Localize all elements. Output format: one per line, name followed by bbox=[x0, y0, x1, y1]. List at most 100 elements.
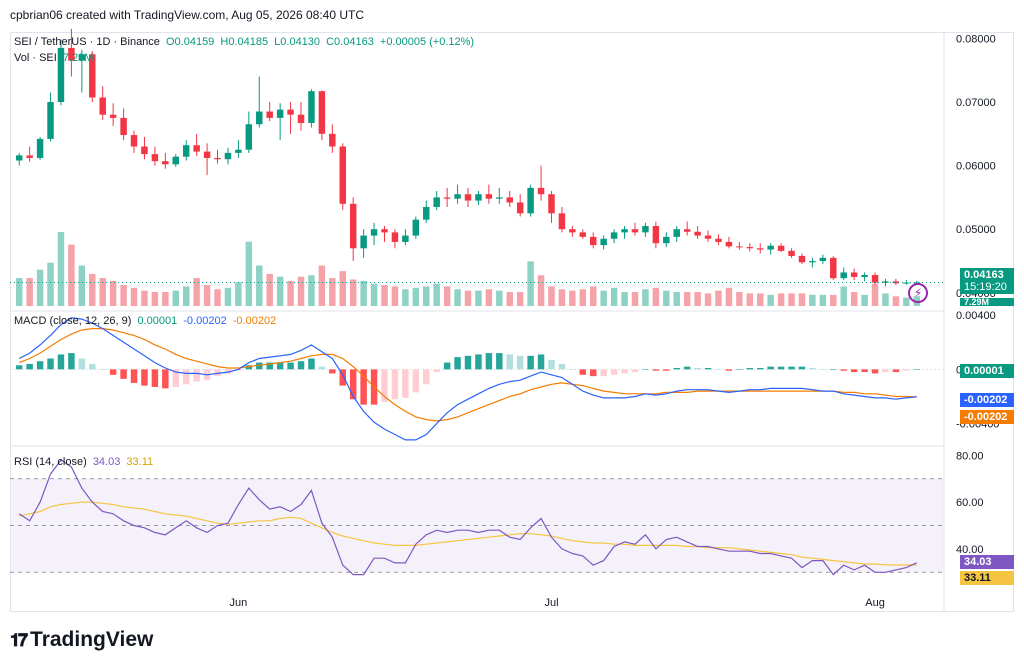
volume-bar bbox=[767, 294, 774, 306]
macd-histogram-bar bbox=[141, 369, 148, 386]
candle-body bbox=[464, 194, 472, 201]
volume-bar bbox=[423, 286, 430, 306]
volume-bar bbox=[861, 294, 868, 306]
time-tick-label: Jul bbox=[544, 597, 558, 609]
volume-label[interactable]: Vol · SEI bbox=[14, 52, 57, 64]
macd-histogram-bar bbox=[569, 369, 576, 370]
rsi-ma-tag: 33.11 bbox=[960, 571, 1014, 585]
candle-body bbox=[443, 197, 451, 199]
candle-body bbox=[892, 281, 900, 284]
candle-body bbox=[736, 246, 743, 248]
candle-body bbox=[704, 235, 712, 239]
volume-bar bbox=[391, 286, 399, 306]
volume-bar bbox=[339, 271, 346, 306]
price-tick-label: 0.08000 bbox=[956, 33, 996, 45]
candle-body bbox=[308, 91, 315, 123]
candle-body bbox=[485, 194, 493, 199]
volume-bar bbox=[673, 292, 680, 306]
volume-bar bbox=[830, 294, 837, 306]
candle-body bbox=[381, 229, 388, 233]
macd-histogram-bar bbox=[903, 369, 910, 371]
time-tick-label: Aug bbox=[865, 597, 885, 609]
macd-histogram-bar bbox=[130, 369, 138, 383]
macd-histogram-bar bbox=[725, 369, 733, 371]
rsi-tick-label: 80.00 bbox=[956, 450, 984, 462]
volume-bar bbox=[224, 287, 232, 306]
macd-histogram-bar bbox=[861, 369, 868, 373]
candle-body bbox=[569, 229, 576, 233]
candle-body bbox=[47, 101, 54, 139]
macd-histogram-bar bbox=[777, 366, 785, 370]
macd-histogram-bar bbox=[360, 369, 367, 405]
rsi-label[interactable]: RSI (14, close) bbox=[14, 456, 87, 468]
volume-bar bbox=[162, 292, 169, 306]
volume-bar bbox=[402, 289, 409, 306]
macd-line-value: -0.00202 bbox=[183, 315, 227, 327]
candle-body bbox=[172, 156, 180, 165]
symbol-label[interactable]: SEI / TetherUS · 1D · Binance bbox=[14, 36, 160, 48]
macd-histogram-bar bbox=[683, 366, 691, 370]
volume-bar bbox=[172, 290, 180, 306]
candle-body bbox=[610, 232, 618, 239]
candle-body bbox=[370, 229, 378, 236]
macd-histogram-bar bbox=[224, 369, 232, 374]
price-tick-label: 0.07000 bbox=[956, 97, 996, 109]
candle-body bbox=[871, 275, 879, 283]
candle-body bbox=[590, 236, 597, 246]
volume-bar bbox=[704, 293, 712, 306]
macd-histogram-bar bbox=[798, 366, 806, 370]
candle-body bbox=[287, 109, 294, 115]
candle-body bbox=[162, 161, 169, 165]
macd-histogram-bar bbox=[329, 369, 336, 374]
volume-bar bbox=[349, 279, 357, 306]
macd-histogram-bar bbox=[819, 369, 827, 370]
candle-body bbox=[412, 219, 420, 236]
macd-histogram-bar bbox=[454, 357, 461, 370]
macd-tick-label: 0.00400 bbox=[956, 310, 996, 322]
macd-histogram-bar bbox=[15, 365, 23, 370]
volume-bar bbox=[287, 280, 294, 306]
candle-body bbox=[673, 229, 680, 237]
volume-bar bbox=[558, 289, 566, 306]
tradingview-logo[interactable]: 𝟏𝟕 TradingView bbox=[10, 628, 153, 652]
macd-histogram-bar bbox=[788, 366, 795, 370]
volume-legend: Vol · SEI 7.29M bbox=[14, 52, 96, 64]
volume-bar bbox=[412, 287, 420, 306]
macd-histogram-bar bbox=[266, 362, 273, 370]
macd-histogram-bar bbox=[349, 369, 357, 400]
macd-label[interactable]: MACD (close, 12, 26, 9) bbox=[14, 315, 132, 327]
volume-bar bbox=[903, 297, 910, 306]
candle-body bbox=[402, 235, 409, 242]
candle-body bbox=[913, 282, 921, 284]
candle-body bbox=[339, 146, 346, 204]
volume-bar bbox=[99, 278, 106, 306]
candle-body bbox=[36, 138, 44, 158]
volume-bar bbox=[663, 290, 670, 306]
volume-bar bbox=[683, 292, 691, 306]
volume-bar bbox=[652, 287, 660, 306]
macd-histogram-bar bbox=[871, 369, 879, 374]
candle-body bbox=[151, 154, 159, 162]
macd-histogram-bar bbox=[506, 354, 513, 370]
volume-bar bbox=[329, 278, 336, 306]
macd-histogram-bar bbox=[433, 369, 440, 373]
candle-body bbox=[120, 117, 127, 136]
last-price: 0.04163 bbox=[964, 269, 1004, 281]
candle-body bbox=[746, 247, 754, 249]
macd-histogram-bar bbox=[736, 369, 743, 370]
candle-body bbox=[318, 91, 326, 134]
lightning-icon[interactable]: ⚡ bbox=[908, 283, 928, 303]
macd-histogram-bar bbox=[767, 366, 774, 370]
volume-bar bbox=[266, 273, 273, 306]
volume-bar bbox=[235, 282, 242, 306]
candle-body bbox=[78, 54, 86, 61]
macd-histogram-bar bbox=[610, 369, 618, 375]
volume-bar bbox=[360, 280, 367, 306]
candle-body bbox=[109, 114, 117, 118]
macd-histogram-bar bbox=[423, 369, 430, 385]
volume-bar bbox=[182, 286, 190, 306]
macd-histogram-bar bbox=[850, 369, 858, 373]
candle-body bbox=[433, 197, 440, 207]
volume-bar bbox=[464, 290, 472, 306]
